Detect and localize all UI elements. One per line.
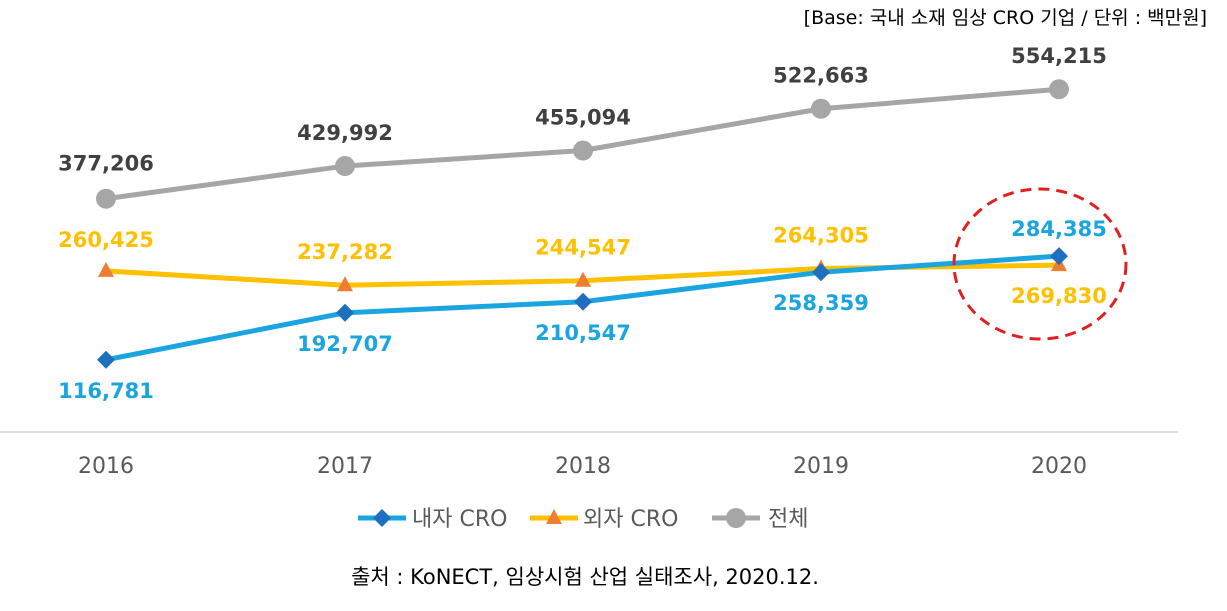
x-tick-label-2019: 2019 xyxy=(793,454,849,479)
data-point-2018 xyxy=(575,271,591,287)
data-point-2016 xyxy=(96,188,116,209)
data-point-2016 xyxy=(97,350,115,369)
data-point-2018 xyxy=(573,140,593,161)
legend-label: 외자 CRO xyxy=(583,507,678,532)
data-label-2016: 260,425 xyxy=(58,228,154,252)
legend-marker xyxy=(373,509,391,527)
legend-marker xyxy=(726,508,746,528)
data-point-2020 xyxy=(1049,79,1069,100)
data-label-2019: 258,359 xyxy=(773,291,869,315)
data-label-2019: 522,663 xyxy=(773,64,869,88)
legend: 내자 CRO 외자 CRO 전체 xyxy=(358,507,808,532)
data-point-2020 xyxy=(1050,247,1068,266)
x-tick-label-2016: 2016 xyxy=(78,454,134,479)
plot-area: 2016 2017 2018 2019 2020 116,781 192,707 210,54… xyxy=(0,44,1178,479)
legend-label: 전체 xyxy=(768,507,808,532)
legend-item-external-cro: 외자 CRO xyxy=(530,507,678,532)
data-point-2019 xyxy=(811,98,831,119)
legend-label: 내자 CRO xyxy=(412,507,507,532)
unit-note: [Base: 국내 소재 임상 CRO 기업 / 단위 : 백만원] xyxy=(804,7,1207,29)
data-label-2018: 210,547 xyxy=(535,321,631,345)
data-point-2017 xyxy=(335,156,355,177)
data-point-2018 xyxy=(574,292,592,311)
data-point-2017 xyxy=(337,276,353,292)
data-label-2016: 116,781 xyxy=(58,379,154,403)
data-label-2017: 237,282 xyxy=(297,240,393,264)
source-note: 출처 : KoNECT, 임상시험 산업 실태조사, 2020.12. xyxy=(351,565,819,589)
data-label-2019: 264,305 xyxy=(773,224,869,248)
data-label-2018: 455,094 xyxy=(535,106,631,130)
data-label-2020: 554,215 xyxy=(1011,44,1107,68)
legend-item-internal-cro: 내자 CRO xyxy=(358,507,507,532)
data-label-2017: 429,992 xyxy=(297,121,393,145)
data-label-2020: 269,830 xyxy=(1011,284,1107,308)
data-point-2017 xyxy=(336,303,354,322)
data-label-2016: 377,206 xyxy=(58,152,154,176)
legend-item-total: 전체 xyxy=(712,507,808,532)
series-internal-cro xyxy=(97,247,1068,369)
x-tick-label-2018: 2018 xyxy=(555,454,611,479)
series-total xyxy=(96,79,1069,209)
data-point-2016 xyxy=(98,261,114,277)
x-tick-label-2017: 2017 xyxy=(317,454,373,479)
data-label-2018: 244,547 xyxy=(535,236,631,260)
series-external-cro xyxy=(98,256,1067,292)
data-point-2019 xyxy=(812,263,830,282)
data-label-2020: 284,385 xyxy=(1011,217,1107,241)
highlight-circle-2020 xyxy=(952,187,1128,341)
legend-marker xyxy=(546,509,562,524)
x-tick-label-2020: 2020 xyxy=(1031,454,1087,479)
data-label-2017: 192,707 xyxy=(297,332,393,356)
